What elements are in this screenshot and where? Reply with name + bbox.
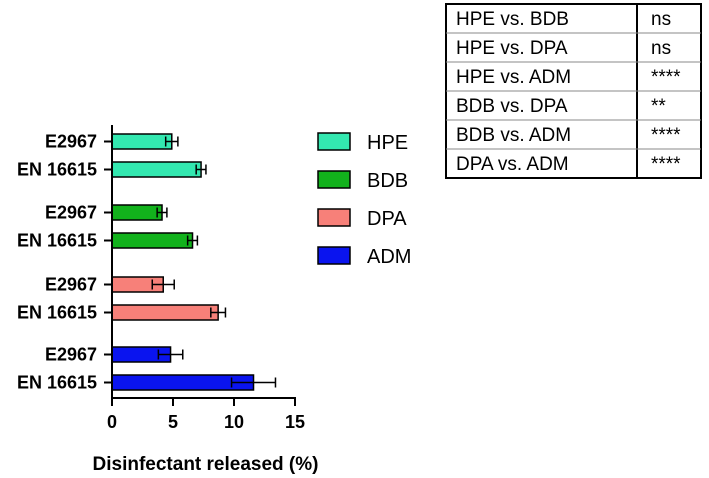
legend-swatch-adm	[317, 246, 351, 265]
error-bar	[195, 164, 207, 175]
error-bar	[210, 307, 227, 318]
legend-swatch-bdb	[317, 170, 351, 189]
category-label: EN 16615	[17, 373, 97, 393]
legend-label-bdb: BDB	[367, 170, 408, 192]
x-axis-title: Disinfectant released (%)	[93, 454, 319, 475]
bar-dpa-en16615	[111, 304, 219, 321]
category-label: E2967	[45, 132, 97, 152]
x-tick-label: 5	[168, 412, 178, 432]
x-tick-label: 10	[224, 412, 244, 432]
error-bar	[151, 279, 175, 290]
x-tick-label: 15	[285, 412, 305, 432]
error-bar	[164, 136, 179, 147]
x-tick-label: 0	[107, 412, 117, 432]
comparison-label: DPA vs. ADM	[456, 154, 569, 175]
category-label: EN 16615	[17, 231, 97, 251]
legend-swatch-dpa	[317, 208, 351, 227]
significance-label: ns	[651, 38, 671, 59]
bar-hpe-en16615	[111, 161, 202, 178]
significance-label: ****	[651, 154, 681, 175]
category-label: E2967	[45, 345, 97, 365]
significance-label: ****	[651, 125, 681, 146]
legend-label-hpe: HPE	[367, 132, 408, 154]
legend-swatch-hpe	[317, 132, 351, 151]
legend-label-adm: ADM	[367, 246, 411, 268]
significance-label: ns	[651, 9, 671, 30]
category-label: E2967	[45, 275, 97, 295]
error-bar	[186, 235, 199, 246]
comparison-label: BDB vs. DPA	[456, 96, 568, 117]
comparison-label: BDB vs. ADM	[456, 125, 571, 146]
legend-label-dpa: DPA	[367, 208, 407, 230]
error-bar	[156, 207, 168, 218]
bar-bdb-e2967	[111, 204, 163, 221]
comparison-label: HPE vs. DPA	[456, 38, 568, 59]
legend: HPE BDB DPA ADM	[317, 132, 411, 268]
significance-label: ****	[651, 67, 681, 88]
significance-label: **	[651, 96, 666, 117]
comparison-label: HPE vs. ADM	[456, 67, 571, 88]
bar-bdb-en16615	[111, 232, 194, 249]
bars-layer: E2967 EN 16615 E2967 EN 16615 E2967 EN 16615 E…	[17, 132, 277, 393]
comparison-label: HPE vs. BDB	[456, 9, 569, 30]
error-bar	[230, 377, 277, 388]
category-label: EN 16615	[17, 160, 97, 180]
error-bar	[157, 349, 184, 360]
category-label: E2967	[45, 203, 97, 223]
x-axis: 0 5 10 15 Disinfectant released (%)	[93, 125, 319, 475]
category-label: EN 16615	[17, 303, 97, 323]
bar-hpe-e2967	[111, 133, 173, 150]
